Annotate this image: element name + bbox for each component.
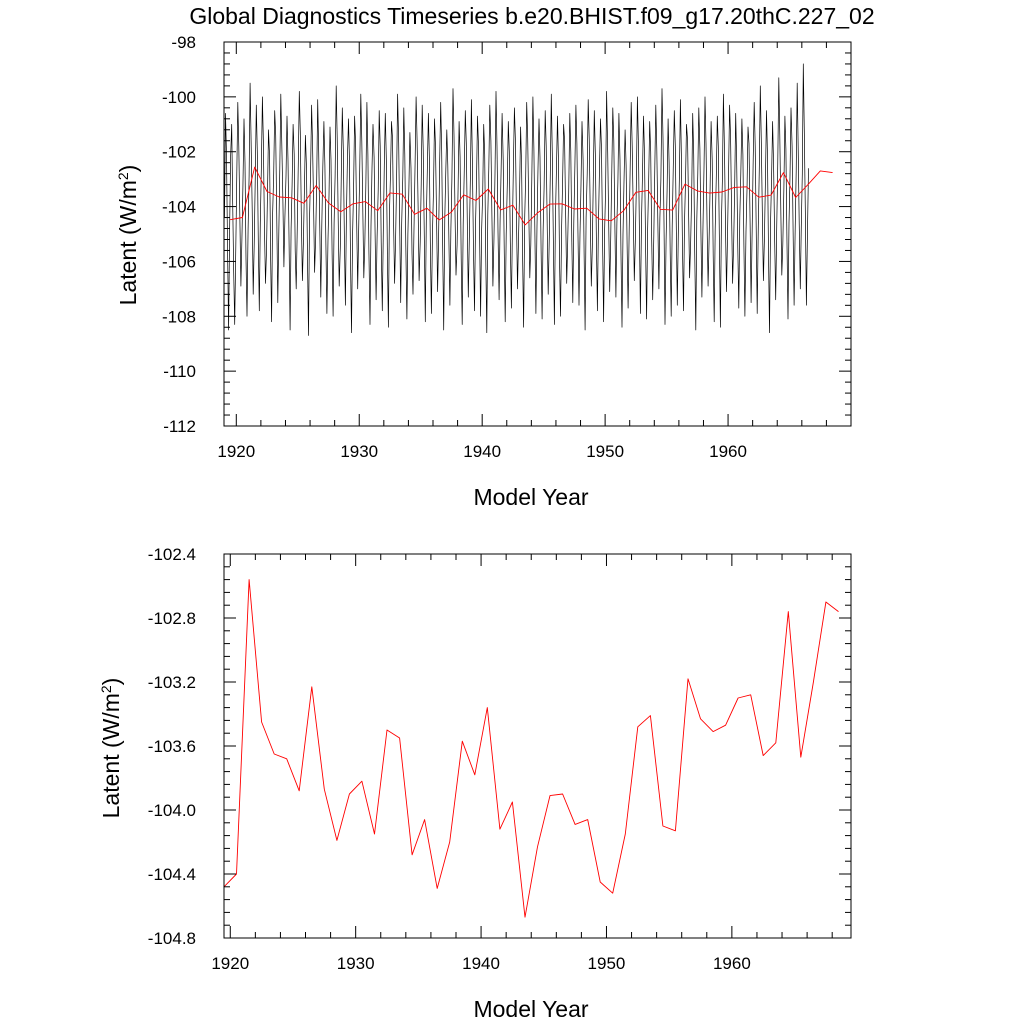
bottom-y-tick-label: -104.8 [148,929,196,948]
top-x-axis-label: Model Year [473,484,588,510]
bottom-chart: 1920 1930 1940 1950 1960 -104.8 -104.4 -104.0 -1… [98,545,852,1022]
top-y-axis-label-sup: 2 [115,172,131,180]
top-x-tick-label: 1940 [463,442,501,461]
top-plot-frame [223,41,852,427]
bottom-y-axis-label: Latent (W/m2) [98,678,124,819]
bottom-x-tick-label: 1940 [462,954,500,973]
bottom-y-axis-label-sup: 2 [98,685,114,693]
bottom-series-layer [223,579,839,918]
top-y-tick-label: -98 [171,33,196,52]
top-y-tick-label: -110 [163,362,196,381]
figure-title: Global Diagnostics Timeseries b.e20.BHIS… [189,3,874,29]
top-y-tick-label: -100 [162,88,196,107]
top-x-tick-label: 1920 [217,442,255,461]
bottom-series-line-0 [223,579,839,918]
top-y-axis-label-close: ) [115,165,141,173]
bottom-y-axis-label-close: ) [98,678,124,686]
bottom-x-tick-label: 1930 [337,954,375,973]
bottom-x-tick-label: 1950 [588,954,626,973]
top-y-axis-label: Latent (W/m2) [115,165,141,306]
top-x-tick-label: 1930 [340,442,378,461]
bottom-x-tick-label: 1960 [713,954,751,973]
bottom-y-tick-label: -102.4 [148,545,196,564]
bottom-y-tick-label: -104.4 [148,865,196,884]
bottom-y-axis-label-main: Latent (W/m [98,693,124,818]
top-x-tick-label: 1950 [586,442,624,461]
top-y-tick-label: -112 [163,417,196,436]
top-y-axis-label-main: Latent (W/m [115,180,141,305]
top-y-tick-label: -102 [162,143,196,162]
bottom-y-tick-label: -102.8 [148,609,196,628]
top-series-layer [224,63,833,336]
top-series-line-0 [224,63,809,336]
bottom-y-tick-label: -103.2 [148,673,196,692]
bottom-y-tick-label: -104.0 [148,801,196,820]
top-y-tick-label: -104 [162,198,196,217]
bottom-y-tick-label: -103.6 [148,737,196,756]
top-y-tick-label: -106 [162,252,196,271]
bottom-x-axis-label: Model Year [473,996,588,1022]
bottom-x-tick-label: 1920 [211,954,249,973]
top-tick-layer: 1920 1930 1940 1950 1960 -112 -110 -108 -106 -104… [162,33,852,461]
bottom-plot-frame [223,553,852,939]
top-y-tick-label: -108 [162,307,196,326]
top-x-tick-label: 1960 [709,442,747,461]
bottom-tick-layer: 1920 1930 1940 1950 1960 -104.8 -104.4 -104.0 -1… [148,545,851,973]
top-series-line-1 [230,166,833,226]
top-chart: 1920 1930 1940 1950 1960 -112 -110 -108 -106 -104… [115,33,852,510]
